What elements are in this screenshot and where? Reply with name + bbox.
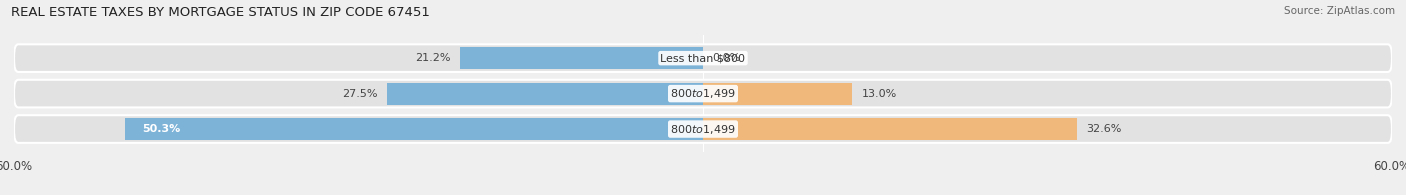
Text: Less than $800: Less than $800 (661, 53, 745, 63)
FancyBboxPatch shape (14, 80, 1392, 107)
Text: 13.0%: 13.0% (862, 89, 897, 99)
Bar (703, 83, 852, 105)
Text: 50.3%: 50.3% (142, 124, 181, 134)
Text: $800 to $1,499: $800 to $1,499 (671, 87, 735, 100)
Text: REAL ESTATE TAXES BY MORTGAGE STATUS IN ZIP CODE 67451: REAL ESTATE TAXES BY MORTGAGE STATUS IN … (11, 6, 430, 19)
Bar (387, 83, 703, 105)
FancyBboxPatch shape (14, 115, 1392, 143)
Text: $800 to $1,499: $800 to $1,499 (671, 122, 735, 136)
Bar (125, 118, 703, 140)
Text: 32.6%: 32.6% (1087, 124, 1122, 134)
FancyBboxPatch shape (14, 44, 1392, 72)
Bar (703, 118, 1077, 140)
Text: 21.2%: 21.2% (415, 53, 450, 63)
Text: 27.5%: 27.5% (343, 89, 378, 99)
Bar (460, 47, 703, 69)
Text: 0.0%: 0.0% (713, 53, 741, 63)
Text: Source: ZipAtlas.com: Source: ZipAtlas.com (1284, 6, 1395, 16)
